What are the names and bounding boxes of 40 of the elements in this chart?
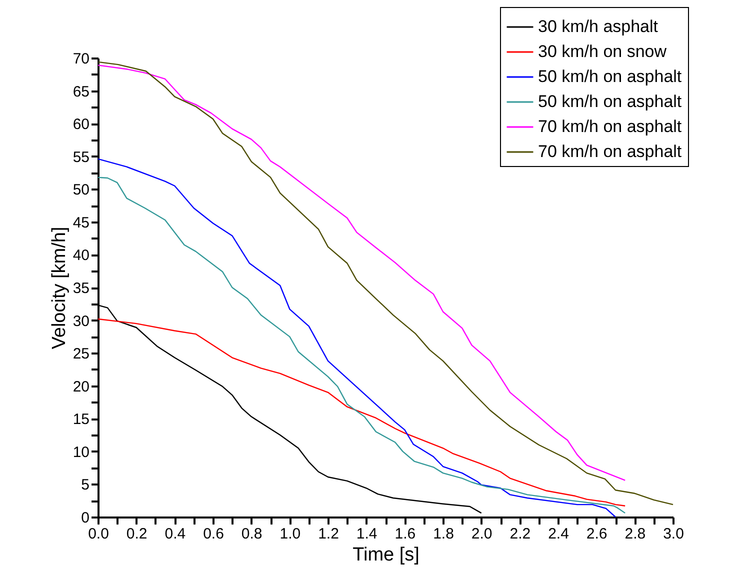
y-tick-label: 50 xyxy=(72,182,90,199)
y-tick-label: 60 xyxy=(72,116,90,134)
y-tick-label: 20 xyxy=(72,378,90,396)
y-tick-label: 45 xyxy=(72,214,90,232)
y-axis-title: Velocity [km/h] xyxy=(48,226,70,350)
legend-label: 70 km/h on asphalt xyxy=(538,142,682,161)
x-tick-label: 0.8 xyxy=(241,526,262,542)
y-tick-label: 40 xyxy=(72,247,90,264)
x-tick-label: 3.0 xyxy=(663,526,684,542)
y-tick-label: 0 xyxy=(81,510,90,526)
legend-label: 70 km/h on asphalt xyxy=(538,117,682,136)
y-tick-label: 25 xyxy=(72,346,90,363)
x-tick-label: 0.6 xyxy=(203,526,224,542)
x-tick-label: 1.8 xyxy=(433,526,454,542)
y-tick-label: 70 xyxy=(72,50,90,68)
x-tick-label: 0.4 xyxy=(164,526,186,542)
legend-label: 30 km/h on snow xyxy=(538,42,668,61)
x-tick-label: 2.8 xyxy=(624,526,646,542)
y-tick-label: 65 xyxy=(72,83,90,100)
legend-label: 50 km/h on asphalt xyxy=(538,92,682,111)
x-tick-label: 2.0 xyxy=(471,526,492,542)
y-tick-label: 30 xyxy=(72,312,90,330)
x-tick-label: 1.4 xyxy=(356,526,378,542)
x-tick-label: 0.2 xyxy=(126,526,148,542)
x-tick-label: 1.6 xyxy=(394,526,416,542)
y-tick-label: 15 xyxy=(72,411,90,428)
y-tick-label: 55 xyxy=(72,148,90,166)
x-tick-label: 2.6 xyxy=(586,526,608,542)
y-tick-label: 10 xyxy=(72,444,90,461)
y-tick-label: 5 xyxy=(81,476,90,494)
x-tick-label: 1.2 xyxy=(318,526,339,542)
legend-label: 50 km/h on asphalt xyxy=(538,67,682,86)
line-series xyxy=(97,318,626,506)
x-tick-label: 2.4 xyxy=(548,526,569,542)
y-tick-label: 35 xyxy=(72,280,90,297)
x-tick-label: 2.2 xyxy=(510,526,531,542)
legend-label: 30 km/h asphalt xyxy=(538,17,658,36)
x-tick-label: 1.0 xyxy=(280,526,301,542)
x-axis-title: Time [s] xyxy=(352,544,420,566)
x-tick-label: 0.0 xyxy=(88,526,109,542)
